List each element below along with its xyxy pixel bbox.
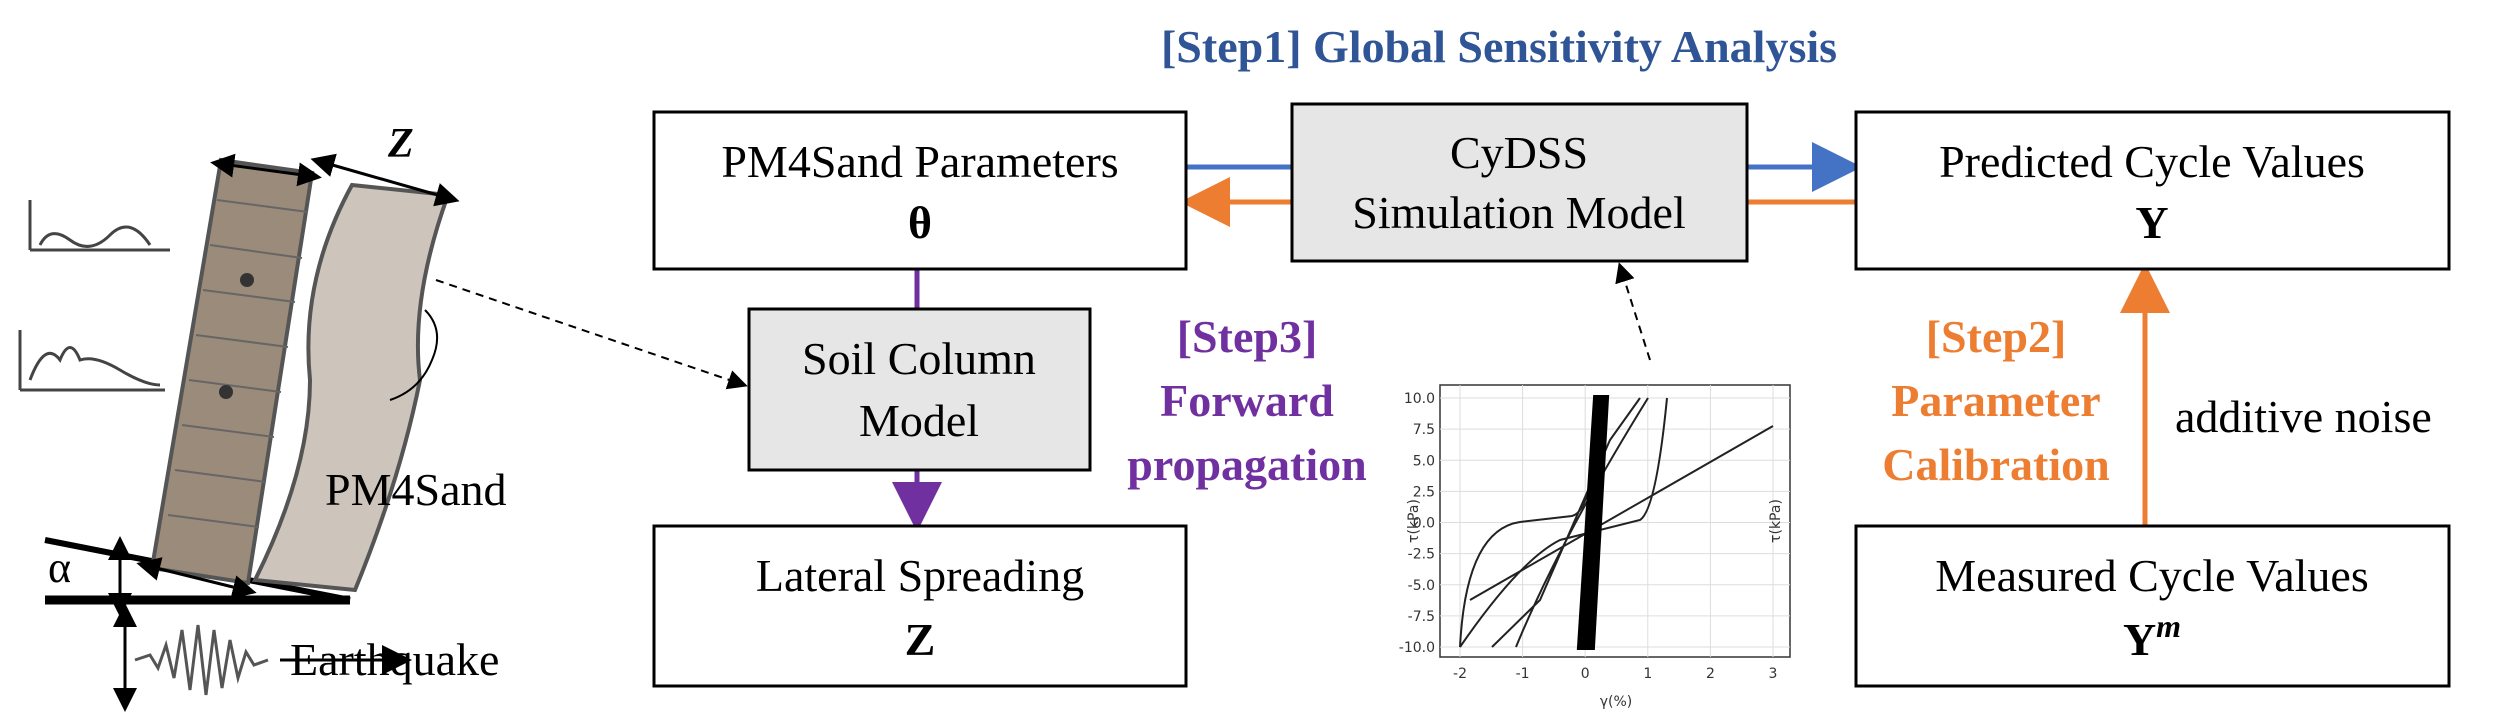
y-tick-label: 10.0 <box>1404 391 1435 407</box>
step3-label: [Step3] Forward propagation <box>1127 311 1366 490</box>
box-label: Lateral Spreading <box>756 550 1084 601</box>
box-label: Model <box>859 395 979 446</box>
box-symbol: Y <box>2135 197 2168 248</box>
superscript: m <box>2156 608 2181 644</box>
box <box>1854 110 2451 271</box>
arrow <box>435 279 748 390</box>
x-tick-label: 1 <box>1643 666 1652 682</box>
box <box>652 110 1188 271</box>
box-label: Predicted Cycle Values <box>1939 136 2365 187</box>
step-text: [Step3] <box>1177 311 1318 362</box>
inset-plot: 3 2 1 0 -1 -2 -10.0 -7.5 -5.0 -2.5 0.0 2.5 5.0 7.5 10.… <box>1399 384 1791 710</box>
x-tick-label: -2 <box>1453 666 1467 682</box>
y-tick-label: -2.5 <box>1408 547 1435 563</box>
axis-label: γ(%) <box>1600 694 1633 710</box>
x-tick-label: 0 <box>1581 666 1590 682</box>
y-tick-label: 5.0 <box>1413 453 1435 469</box>
title: [Step1] Global Sensitivity Analysis <box>1161 21 1837 72</box>
box-label: CyDSS <box>1450 127 1588 178</box>
axis-label: τ(kPa) <box>1768 499 1784 543</box>
step-text: [Step2] <box>1926 311 2067 362</box>
step-text: Forward <box>1160 375 1334 426</box>
box-label: Simulation Model <box>1352 187 1686 238</box>
box-label: Soil Column <box>802 333 1036 384</box>
y-tick-label: 2.5 <box>1413 484 1435 500</box>
plot-frame <box>1439 384 1791 658</box>
y-tick-label: 7.5 <box>1413 422 1435 438</box>
box-label: PM4Sand Parameters <box>721 136 1118 187</box>
box-label: Measured Cycle Values <box>1935 550 2368 601</box>
box-symbol: Ym <box>2123 608 2181 665</box>
x-tick-label: 3 <box>1769 666 1778 682</box>
box <box>1854 524 2451 688</box>
record-sketch <box>18 330 165 392</box>
illustration <box>18 153 460 712</box>
step-text: Parameter <box>1891 375 2100 426</box>
input-label: Earthquake <box>290 634 499 685</box>
y-tick-label: -7.5 <box>1408 609 1435 625</box>
hysteresis-band <box>1576 395 1610 650</box>
x-tick-label: 2 <box>1706 666 1715 682</box>
step-text: propagation <box>1127 439 1366 490</box>
material-label: PM4Sand <box>325 464 506 515</box>
step2-label: [Step2] Parameter Calibration <box>1882 311 2109 490</box>
y-tick-label: -10.0 <box>1399 640 1435 656</box>
axis-label: τ(kPa) <box>1406 499 1422 543</box>
step-text: Calibration <box>1882 439 2109 490</box>
y-tick-label: 0.0 <box>1413 516 1435 532</box>
record-sketch <box>28 200 170 252</box>
box <box>652 524 1188 688</box>
noise-label: additive noise <box>2175 391 2432 442</box>
box-symbol: θ <box>908 197 932 248</box>
box-symbol: Z <box>905 614 936 665</box>
symbol: Y <box>2123 614 2156 665</box>
hysteresis-curve <box>1459 397 1774 648</box>
arrow <box>1615 262 1651 361</box>
deformed-column <box>251 182 451 593</box>
x-tick-label: -1 <box>1516 666 1530 682</box>
layers <box>167 199 309 528</box>
wave <box>134 624 269 696</box>
y-tick-label: -5.0 <box>1408 578 1435 594</box>
angle-label: α <box>48 543 71 592</box>
box <box>1290 102 1749 263</box>
z-label: Z <box>387 121 414 167</box>
box <box>747 307 1092 472</box>
